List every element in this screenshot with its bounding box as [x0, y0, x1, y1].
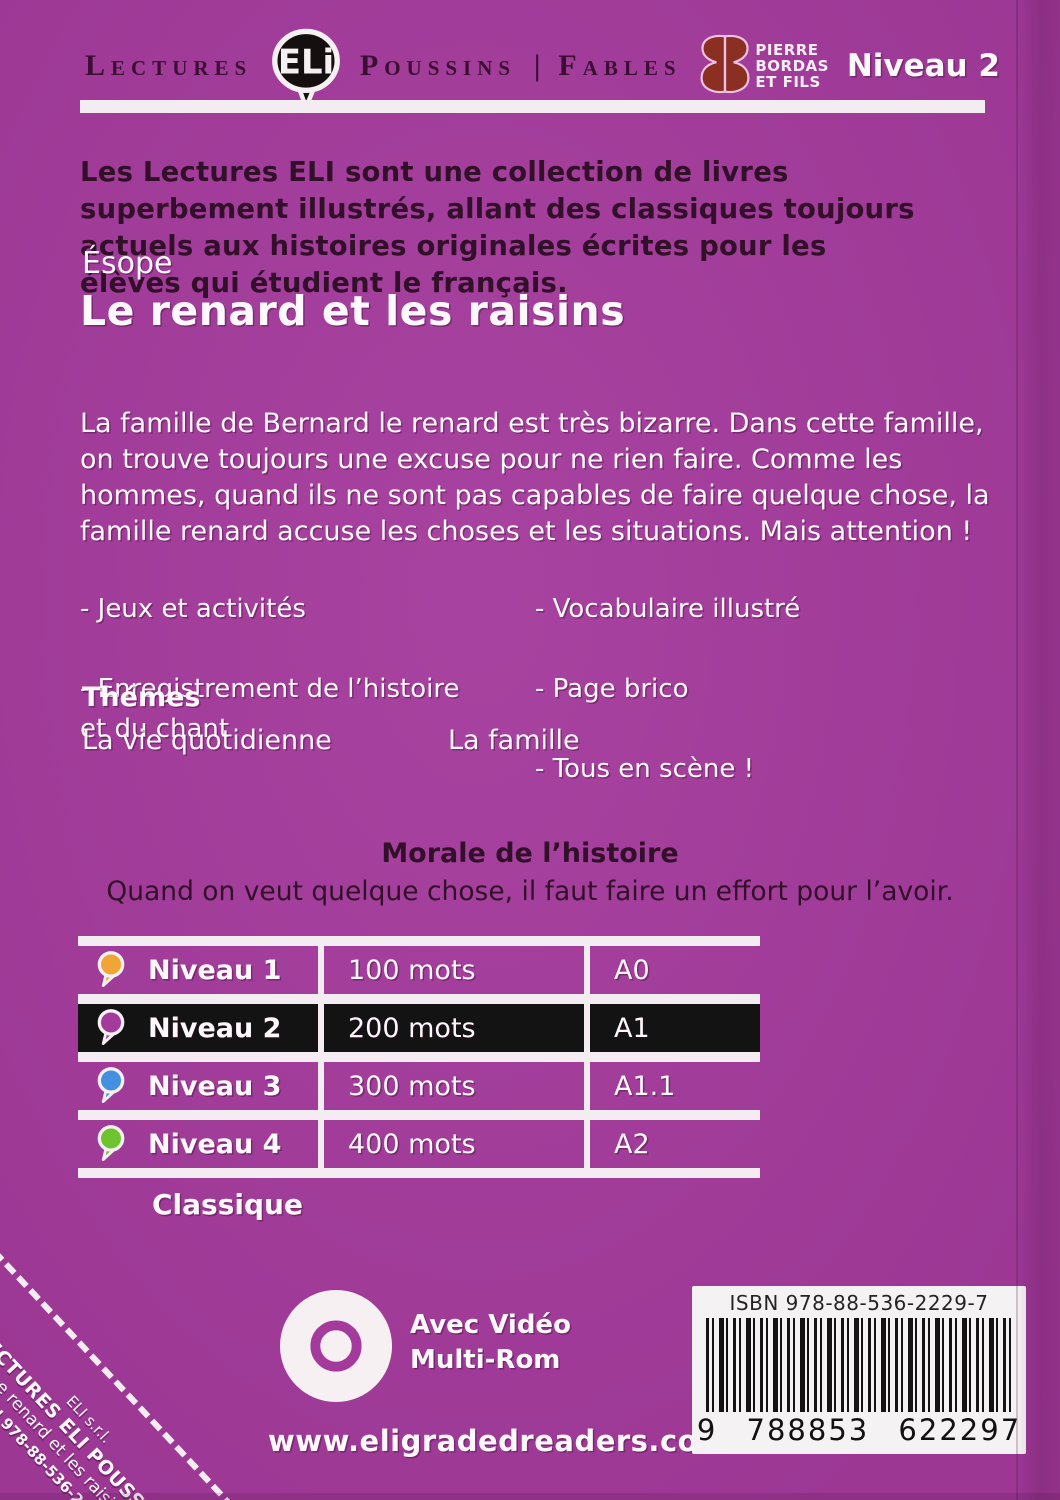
series-name-fables: Fables: [558, 49, 682, 82]
pierre-bordas-logo-icon: [699, 32, 751, 100]
feature-item: - Page brico: [535, 674, 689, 704]
table-column-separator: [318, 1004, 324, 1052]
morale-section: Morale de l’histoire Quand on veut quelq…: [28, 838, 1032, 907]
speech-bubble-icon: [97, 1009, 125, 1045]
themes-heading: Thémes: [82, 682, 201, 713]
publisher-line: ET FILS: [755, 73, 821, 91]
publisher-line: BORDAS: [755, 57, 829, 75]
feature-item: - Tous en scène !: [535, 754, 755, 784]
table-row-separator: [78, 1168, 760, 1178]
feature-item: - Vocabulaire illustré: [535, 594, 801, 624]
table-column-separator: [584, 1004, 590, 1052]
cefr-level: A0: [614, 954, 650, 986]
words-cell: 200 mots: [324, 1004, 584, 1052]
media-label: Avec Vidéo Multi-Rom: [410, 1308, 571, 1378]
cefr-cell: A1.1: [590, 1062, 760, 1110]
cefr-level: A1: [614, 1012, 650, 1044]
eli-logo-text: ELi: [278, 42, 334, 81]
table-column-separator: [584, 1062, 590, 1110]
series-divider: |: [533, 49, 541, 82]
level-row: Niveau 2 200 mots A1: [78, 1004, 760, 1052]
levels-table-rows: Niveau 1 100 mots A0 Niveau 2 200 mots A…: [78, 936, 760, 1178]
level-name: Niveau 2: [148, 1012, 282, 1044]
speech-bubble-icon: [97, 951, 125, 987]
barcode-bars: [706, 1318, 1012, 1412]
table-row-separator: [78, 994, 760, 1004]
word-count: 400 mots: [348, 1128, 476, 1160]
word-count: 100 mots: [348, 954, 476, 986]
publisher-block: PIERRE BORDAS ET FILS: [699, 32, 829, 100]
level-row: Niveau 3 300 mots A1.1: [78, 1062, 760, 1110]
media-label-line2: Multi-Rom: [410, 1345, 561, 1375]
series-name-lectures: Lectures: [85, 49, 253, 82]
features-lists: - Jeux et activités - Enregistrement de …: [80, 549, 980, 829]
series-name-poussins: Poussins: [359, 49, 517, 82]
themes-items: La vie quotidienne La famille: [82, 725, 580, 756]
level-cell: Niveau 4: [78, 1120, 318, 1168]
cover-right-edge: [1016, 0, 1060, 1500]
barcode-block: ISBN 978-88-536-2229-7 9 788853 622297: [692, 1286, 1026, 1454]
cefr-cell: A1: [590, 1004, 760, 1052]
header-rule: [80, 100, 985, 113]
cd-rom-icon: [278, 1288, 394, 1408]
isbn-label: ISBN 978-88-536-2229-7: [729, 1291, 989, 1315]
level-name: Niveau 3: [148, 1070, 282, 1102]
morale-text: Quand on veut quelque chose, il faut fai…: [106, 876, 954, 907]
words-cell: 100 mots: [324, 946, 584, 994]
feature-item: - Enregistrement de l’histoire et du cha…: [80, 674, 460, 744]
header: Lectures ELi Poussins | Fables PIERRE BO…: [85, 28, 1000, 110]
book-synopsis: La famille de Bernard le renard est très…: [80, 408, 990, 547]
eli-logo-icon: ELi: [270, 27, 342, 113]
word-count: 300 mots: [348, 1070, 476, 1102]
table-column-separator: [318, 946, 324, 994]
speech-bubble-icon: [97, 1125, 125, 1161]
publisher-line: PIERRE: [755, 41, 819, 59]
publisher-website: www.eligradedreaders.com: [268, 1424, 729, 1458]
table-column-separator: [584, 946, 590, 994]
features-right-column: - Vocabulaire illustré - Page brico - To…: [535, 549, 800, 829]
barcode-digits: 9 788853 622297: [696, 1413, 1022, 1447]
theme-item: La famille: [448, 725, 580, 756]
level-name: Niveau 1: [148, 954, 282, 986]
cefr-cell: A0: [590, 946, 760, 994]
collection-intro: Les Lectures ELI sont une collection de …: [80, 155, 915, 299]
words-cell: 400 mots: [324, 1120, 584, 1168]
morale-heading: Morale de l’histoire: [381, 838, 679, 869]
media-label-line1: Avec Vidéo: [410, 1310, 571, 1340]
table-column-separator: [318, 1062, 324, 1110]
table-row-separator: [78, 936, 760, 946]
feature-item: - Jeux et activités: [80, 594, 306, 624]
cefr-level: A2: [614, 1128, 650, 1160]
levels-table-footer: Classique: [152, 1188, 303, 1221]
spine-info: ELI s.r.l. LECTURES ELI POUSSINS Le rena…: [0, 1303, 199, 1500]
table-row-separator: [78, 1052, 760, 1062]
themes-section: Thémes La vie quotidienne La famille: [82, 682, 580, 756]
theme-item: La vie quotidienne: [82, 725, 332, 756]
level-name: Niveau 4: [148, 1128, 282, 1160]
words-cell: 300 mots: [324, 1062, 584, 1110]
level-cell: Niveau 1: [78, 946, 318, 994]
levels-table: Niveau 1 100 mots A0 Niveau 2 200 mots A…: [78, 936, 760, 1178]
speech-bubble-icon: [97, 1067, 125, 1103]
book-title: Le renard et les raisins: [80, 287, 626, 335]
level-cell: Niveau 3: [78, 1062, 318, 1110]
publisher-name: PIERRE BORDAS ET FILS: [755, 42, 829, 90]
level-cell: Niveau 2: [78, 1004, 318, 1052]
table-column-separator: [318, 1120, 324, 1168]
cefr-cell: A2: [590, 1120, 760, 1168]
cover-crease: [1016, 0, 1018, 1500]
level-row: Niveau 1 100 mots A0: [78, 946, 760, 994]
author-name: Ésope: [82, 246, 173, 281]
features-left-column: - Jeux et activités - Enregistrement de …: [80, 549, 535, 829]
cefr-level: A1.1: [614, 1070, 676, 1102]
level-badge: Niveau 2: [846, 48, 1000, 84]
level-row: Niveau 4 400 mots A2: [78, 1120, 760, 1168]
word-count: 200 mots: [348, 1012, 476, 1044]
table-column-separator: [584, 1120, 590, 1168]
table-row-separator: [78, 1110, 760, 1120]
